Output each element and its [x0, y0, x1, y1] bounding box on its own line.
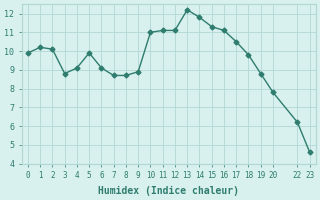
- X-axis label: Humidex (Indice chaleur): Humidex (Indice chaleur): [98, 186, 239, 196]
